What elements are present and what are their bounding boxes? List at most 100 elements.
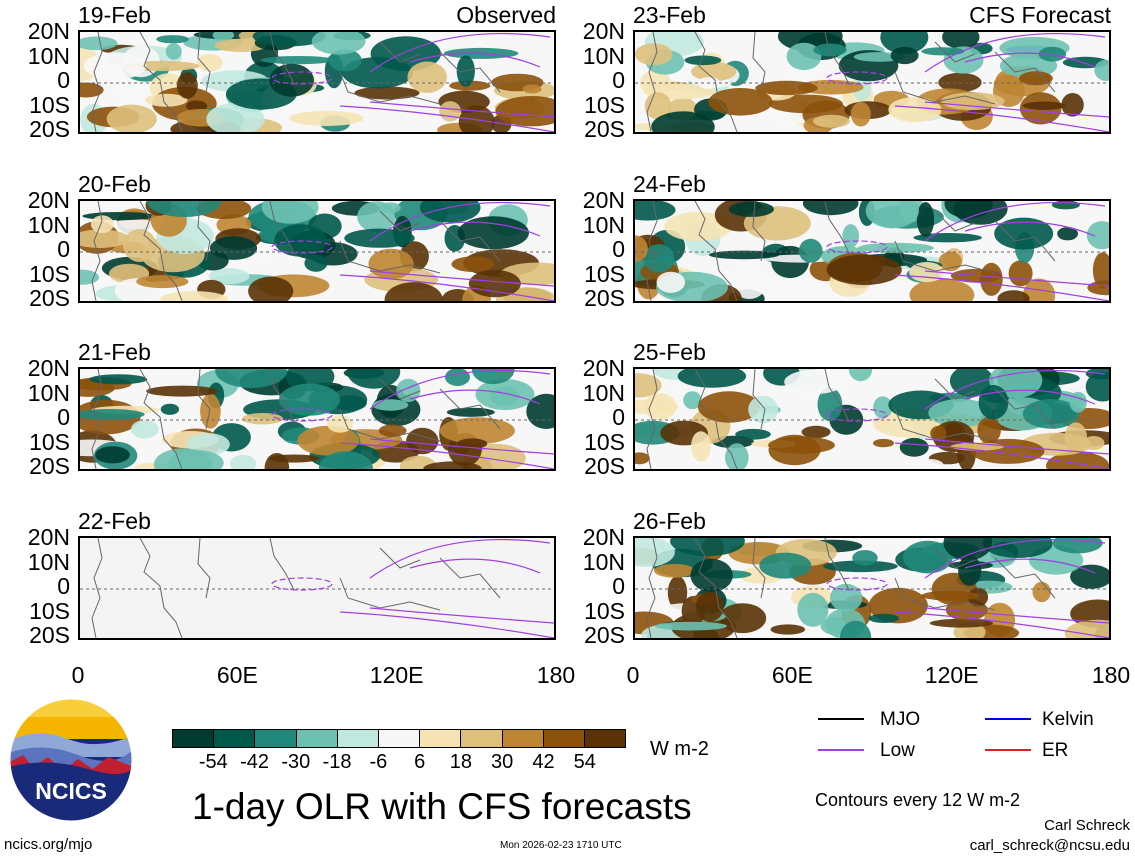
latitude-label: 10N — [27, 211, 70, 238]
ncics-logo: NCICS — [8, 697, 134, 823]
latitude-label: 10S — [29, 260, 70, 287]
latitude-label: 10N — [27, 379, 70, 406]
legend-line-low — [818, 749, 864, 751]
olr-map-panel — [633, 536, 1111, 640]
panel-date: 21-Feb — [78, 339, 151, 365]
latitude-label: 0 — [612, 573, 625, 599]
latitude-label: 20N — [27, 524, 70, 550]
legend-line-mjo — [818, 718, 864, 720]
longitude-label: 180 — [536, 662, 576, 688]
panel-tag: CFS Forecast — [969, 2, 1111, 28]
latitude-label: 10S — [584, 428, 625, 455]
contours-note: Contours every 12 W m-2 — [815, 790, 1021, 810]
latitude-label: 10S — [584, 91, 625, 118]
legend-label-er: ER — [1042, 740, 1069, 761]
longitude-label: 0 — [626, 662, 640, 688]
latitude-label: 10S — [29, 91, 70, 118]
footer-author: Carl Schreck — [1044, 817, 1130, 834]
colorbar-tick-label: 18 — [449, 751, 473, 773]
latitude-label: 10S — [584, 260, 625, 287]
latitude-label: 10N — [582, 548, 625, 575]
colorbar-swatch — [173, 730, 215, 747]
latitude-label: 10S — [29, 428, 70, 455]
latitude-label: 0 — [57, 404, 70, 430]
legend-label-low: Low — [880, 740, 915, 761]
olr-map-panel — [78, 30, 556, 134]
figure-title: 1-day OLR with CFS forecasts — [192, 786, 692, 827]
latitude-label: 10N — [582, 379, 625, 406]
latitude-label: 10N — [27, 42, 70, 69]
footer-timestamp: Mon 2026-02-23 1710 UTC — [500, 840, 622, 851]
panel-date: 26-Feb — [633, 508, 706, 534]
legend-line-kelvin — [985, 718, 1031, 720]
longitude-label: 120E — [369, 662, 424, 688]
olr-map-panel — [78, 199, 556, 303]
latitude-label: 0 — [612, 236, 625, 262]
colorbar-swatch — [543, 730, 585, 747]
latitude-label: 0 — [57, 236, 70, 262]
colorbar-tick-label: -30 — [281, 751, 311, 773]
olr-colorbar — [172, 729, 626, 748]
longitude-label: 0 — [71, 662, 85, 688]
footer-url: ncics.org/mjo — [4, 836, 93, 853]
latitude-label: 10S — [29, 597, 70, 624]
colorbar-swatch — [214, 730, 256, 747]
colorbar-swatch — [502, 730, 544, 747]
footer-email: carl_schreck@ncsu.edu — [969, 837, 1130, 854]
latitude-label: 0 — [612, 404, 625, 430]
latitude-label: 20S — [29, 116, 70, 142]
longitude-label: 120E — [924, 662, 979, 688]
latitude-label: 10S — [584, 597, 625, 624]
latitude-label: 20N — [582, 524, 625, 550]
colorbar-tick-label: 6 — [414, 751, 426, 773]
latitude-label: 20S — [29, 622, 70, 648]
colorbar-swatch — [420, 730, 462, 747]
longitude-label: 180 — [1091, 662, 1131, 688]
colorbar-tick-label: -42 — [240, 751, 269, 773]
colorbar-swatch — [296, 730, 338, 747]
olr-map-panel — [633, 367, 1111, 471]
latitude-label: 0 — [57, 573, 70, 599]
colorbar-tick-label: 54 — [573, 751, 596, 773]
colorbar-tick-label: -54 — [198, 751, 228, 773]
colorbar-tick-label: -6 — [369, 751, 388, 773]
latitude-label: 20S — [584, 622, 625, 648]
colorbar-swatch — [378, 730, 421, 747]
longitude-label: 60E — [771, 662, 813, 688]
colorbar-swatch — [461, 730, 503, 747]
olr-map-panel — [633, 199, 1111, 303]
colorbar-tick-label: 30 — [491, 751, 514, 773]
legend-label-kelvin: Kelvin — [1042, 709, 1094, 730]
latitude-label: 0 — [57, 67, 70, 93]
olr-map-panel — [78, 536, 556, 640]
olr-map-panel — [78, 367, 556, 471]
panel-date: 19-Feb — [78, 2, 151, 28]
latitude-label: 10N — [27, 548, 70, 575]
colorbar-tick-label: 42 — [532, 751, 555, 773]
latitude-label: 20S — [584, 285, 625, 311]
latitude-label: 20N — [27, 187, 70, 213]
colorbar-units: W m-2 — [650, 738, 709, 760]
latitude-label: 10N — [582, 211, 625, 238]
latitude-label: 20N — [582, 355, 625, 381]
latitude-label: 20S — [29, 453, 70, 479]
latitude-label: 20S — [29, 285, 70, 311]
colorbar-tick-label: -18 — [322, 751, 352, 773]
latitude-label: 0 — [612, 67, 625, 93]
latitude-label: 20N — [582, 18, 625, 44]
panel-date: 20-Feb — [78, 171, 151, 197]
longitude-label: 60E — [216, 662, 258, 688]
latitude-label: 20N — [582, 187, 625, 213]
legend-label-mjo: MJO — [880, 709, 921, 730]
colorbar-swatch — [255, 730, 297, 747]
latitude-label: 20N — [27, 355, 70, 381]
panel-tag: Observed — [456, 2, 556, 28]
colorbar-swatch — [337, 730, 379, 747]
legend-line-er — [985, 749, 1031, 751]
latitude-label: 20N — [27, 18, 70, 44]
latitude-label: 20S — [584, 116, 625, 142]
panel-date: 23-Feb — [633, 2, 706, 28]
latitude-label: 10N — [582, 42, 625, 69]
logo-text: NCICS — [35, 778, 107, 804]
latitude-label: 20S — [584, 453, 625, 479]
